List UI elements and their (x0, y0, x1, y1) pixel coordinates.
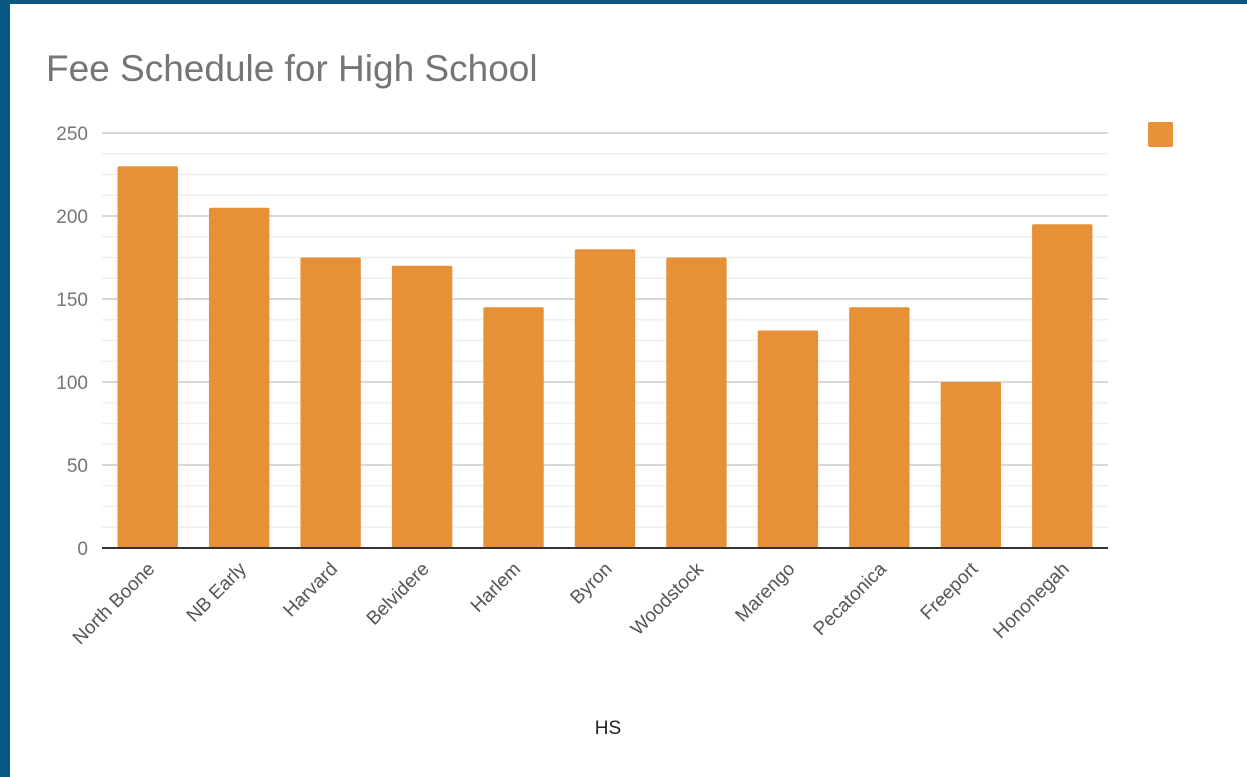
bar[interactable] (940, 382, 1001, 548)
x-tick-label: NB Early (183, 558, 251, 626)
legend-swatch (1148, 122, 1173, 147)
x-tick-label: Freeport (917, 558, 983, 624)
x-tick-label: Byron (567, 559, 617, 609)
chart-title: Fee Schedule for High School (46, 48, 538, 89)
bar[interactable] (666, 257, 727, 549)
x-tick-label: Hononegah (989, 559, 1073, 643)
x-tick-label: North Boone (69, 559, 159, 649)
bar-chart: 0 50 100 150 200 250 North Boone NB Early Harvar… (56, 122, 1173, 739)
x-tick-label: Harvard (280, 559, 343, 622)
bar[interactable] (849, 307, 910, 548)
x-tick-label: Marengo (732, 559, 800, 627)
x-tick-label: Pecatonica (810, 558, 892, 640)
bar[interactable] (300, 257, 361, 549)
y-tick-label: 200 (56, 207, 88, 228)
bar[interactable] (209, 207, 270, 548)
x-tick-label: Woodstock (627, 558, 708, 639)
bar[interactable] (1032, 224, 1093, 549)
chart-card: Fee Schedule for High School 0 50 100 150 20… (10, 4, 1247, 777)
x-axis-title: HS (595, 718, 621, 739)
y-tick-label: 0 (77, 539, 88, 560)
bar[interactable] (757, 330, 819, 548)
y-tick-label: 150 (56, 290, 88, 311)
x-tick-label: Harlem (467, 559, 525, 617)
bar[interactable] (483, 307, 544, 548)
bars (117, 166, 1093, 549)
bar[interactable] (117, 166, 178, 548)
y-tick-label: 100 (56, 373, 88, 394)
bar[interactable] (391, 265, 453, 548)
bar[interactable] (574, 249, 636, 548)
labels: 0 50 100 150 200 250 North Boone NB Early Harvar… (56, 124, 1074, 649)
y-tick-label: 250 (56, 124, 88, 145)
x-tick-label: Belvidere (363, 559, 434, 630)
y-tick-label: 50 (67, 456, 88, 477)
